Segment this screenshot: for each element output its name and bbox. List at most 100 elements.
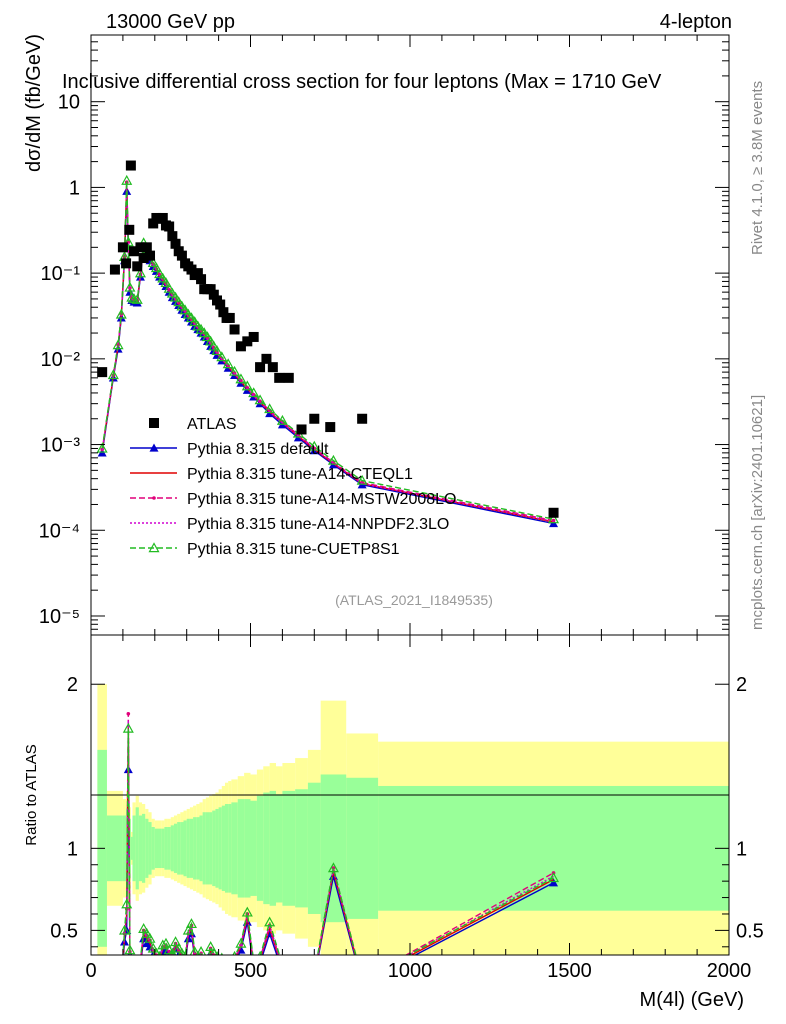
stat-uncertainty-band — [132, 815, 136, 882]
y-tick-label: 1 — [69, 177, 80, 199]
atlas-data-point — [164, 221, 175, 232]
atlas-data-point — [357, 413, 368, 424]
series-point-5 — [163, 282, 175, 293]
stat-uncertainty-band — [221, 805, 225, 891]
ratio-point-1 — [136, 962, 145, 970]
stat-uncertainty-band — [186, 818, 190, 878]
ratio-line-5 — [122, 728, 554, 955]
analysis-tag: (ATLAS_2021_I1849535) — [335, 592, 493, 608]
atlas-data-point — [157, 212, 168, 223]
ratio-point-5 — [133, 972, 142, 980]
stat-uncertainty-band — [282, 790, 296, 906]
stat-uncertainty-band — [276, 794, 283, 903]
x-tick-label: 1500 — [547, 960, 592, 982]
stat-uncertainty-band — [212, 810, 216, 887]
series-point-5 — [229, 365, 241, 376]
ratio-point-3 — [126, 711, 131, 716]
y-tick-label: 10⁻² — [41, 349, 81, 371]
x-axis-label: M(4l) (GeV) — [640, 989, 744, 1011]
ratio-point-1 — [358, 978, 367, 986]
atlas-data-point — [274, 372, 285, 383]
ratio-point-1 — [224, 964, 233, 972]
stat-uncertainty-band — [145, 818, 149, 878]
atlas-data-point — [218, 307, 229, 318]
series-point-5 — [170, 291, 182, 302]
atlas-data-point — [224, 312, 235, 323]
stat-uncertainty-band — [378, 785, 729, 911]
stat-uncertainty-band — [250, 800, 257, 896]
ratio-point-5 — [147, 942, 159, 953]
plot-title: Inclusive differential cross section for… — [62, 71, 662, 93]
series-point-5 — [211, 345, 223, 356]
atlas-data-point — [309, 413, 320, 424]
ratio-y-tick-label-right: 0.5 — [736, 920, 764, 942]
series-point-5 — [201, 331, 213, 342]
atlas-data-point — [121, 258, 132, 269]
stat-uncertainty-band — [161, 828, 165, 869]
series-point-5 — [115, 308, 127, 319]
ratio-y-tick-label-right: 1 — [736, 838, 747, 860]
ratio-point-5 — [144, 932, 156, 943]
stat-uncertainty-band — [151, 827, 155, 870]
stat-uncertainty-band — [295, 789, 308, 908]
legend-label-atlas: ATLAS — [187, 416, 237, 433]
series-point-5 — [107, 369, 119, 380]
ratio-point-1 — [181, 959, 190, 967]
series-point-5 — [216, 351, 228, 362]
y-tick-label: 10 — [58, 92, 80, 114]
series-point-5 — [160, 277, 172, 288]
ratio-point-5 — [127, 980, 136, 988]
atlas-data-point — [97, 367, 108, 378]
series-point-5 — [254, 394, 266, 405]
series-point-5 — [189, 316, 201, 327]
ratio-point-5 — [160, 937, 172, 948]
ratio-point-3 — [196, 956, 200, 960]
ratio-point-5 — [122, 722, 134, 733]
stat-uncertainty-band — [263, 792, 270, 905]
ratio-point-3 — [215, 956, 219, 960]
ratio-point-5 — [264, 916, 276, 927]
stat-uncertainty-band — [142, 813, 146, 883]
ratio-point-1 — [133, 975, 142, 983]
stat-uncertainty-band — [106, 815, 123, 882]
ratio-point-1 — [152, 955, 161, 963]
ratio-point-1 — [109, 1000, 118, 1008]
stat-uncertainty-band — [346, 777, 379, 919]
ratio-point-5 — [141, 927, 153, 938]
ratio-point-5 — [224, 957, 233, 965]
x-tick-label: 1000 — [388, 960, 433, 982]
atlas-data-point — [176, 250, 187, 261]
ratio-point-5 — [114, 996, 123, 1004]
series-point-5 — [222, 358, 234, 369]
ratio-point-5 — [118, 924, 131, 935]
ratio-point-3 — [120, 983, 124, 987]
series-point-5 — [264, 403, 276, 414]
ratio-point-1 — [130, 983, 139, 991]
ratio-point-5 — [358, 975, 367, 983]
atlas-data-point — [186, 264, 197, 275]
ratio-point-1 — [114, 998, 123, 1006]
atlas-data-point — [242, 336, 253, 347]
atlas-data-point — [167, 231, 178, 242]
ratio-y-axis-label: Ratio to ATLAS — [23, 744, 40, 845]
series-point-5 — [124, 281, 136, 292]
stat-uncertainty-band — [122, 815, 127, 882]
ratio-point-5 — [121, 898, 133, 909]
ratio-point-5 — [200, 957, 209, 965]
atlas-data-point — [548, 507, 559, 518]
x-tick-label: 500 — [234, 960, 267, 982]
legend-label-3: Pythia 8.315 tune-A14-MSTW2008LO — [187, 491, 456, 508]
ratio-point-1 — [193, 959, 202, 967]
main-y-axis-label: dσ/dM (fb/GeV) — [23, 34, 45, 172]
ratio-point-3 — [360, 978, 364, 982]
stat-uncertainty-band — [193, 817, 197, 880]
ratio-point-5 — [130, 980, 139, 988]
ratio-point-3 — [112, 1001, 116, 1005]
series-point-5 — [276, 414, 288, 425]
ratio-point-3 — [313, 973, 317, 977]
ratio-point-1 — [117, 983, 126, 991]
ratio-point-5 — [157, 939, 169, 950]
series-point-5 — [548, 513, 560, 524]
series-point-5 — [147, 257, 159, 267]
series-point-3 — [258, 399, 262, 404]
